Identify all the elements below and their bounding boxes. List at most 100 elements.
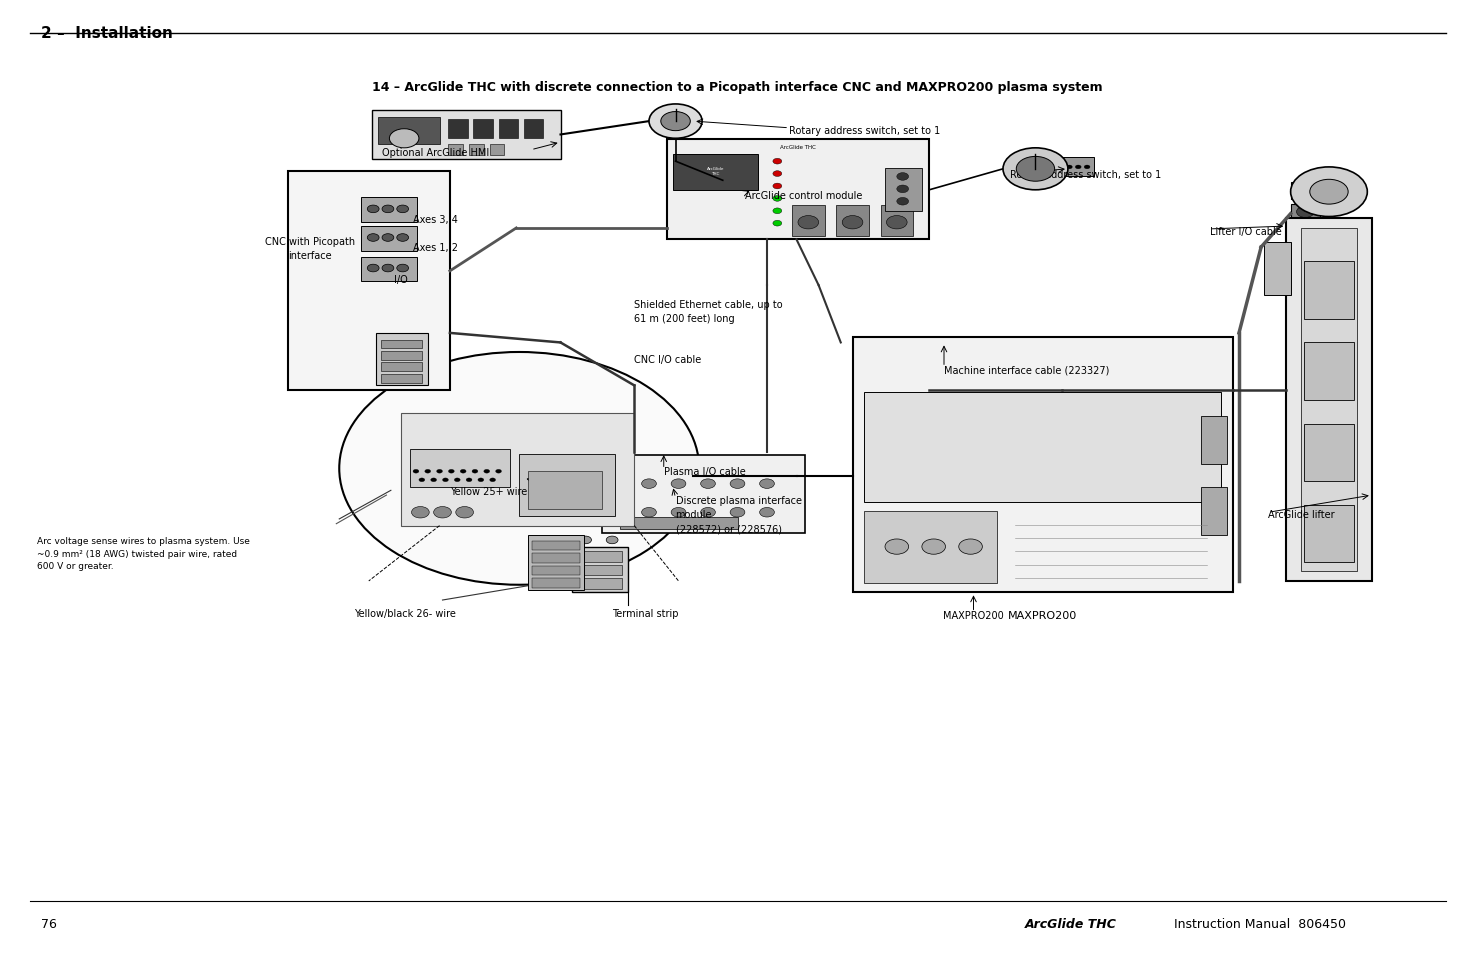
Text: Arc voltage sense wires to plasma system. Use: Arc voltage sense wires to plasma system… [37, 537, 249, 545]
Bar [448, 145, 463, 156]
Circle shape [773, 196, 782, 202]
Bar [528, 536, 584, 591]
Circle shape [730, 508, 745, 517]
Circle shape [456, 507, 473, 518]
Text: 76: 76 [41, 917, 58, 930]
Circle shape [490, 478, 496, 482]
Bar [1264, 243, 1291, 295]
Bar [1291, 183, 1320, 200]
Circle shape [642, 479, 656, 489]
Circle shape [478, 478, 484, 482]
Circle shape [760, 508, 774, 517]
Circle shape [382, 265, 394, 273]
Text: Plasma I/O cable: Plasma I/O cable [664, 467, 745, 476]
Bar [378, 118, 440, 145]
Text: Yellow 25+ wire: Yellow 25+ wire [450, 486, 527, 496]
Circle shape [496, 470, 502, 474]
Circle shape [897, 173, 909, 181]
Bar [448, 120, 468, 139]
Circle shape [580, 537, 591, 544]
Circle shape [842, 216, 863, 230]
Circle shape [1310, 180, 1348, 205]
Bar [836, 206, 869, 236]
Bar [469, 145, 484, 156]
Bar [381, 375, 422, 383]
Text: Rotary address switch, set to 1: Rotary address switch, set to 1 [1010, 170, 1162, 179]
Text: Instruction Manual  806450: Instruction Manual 806450 [1170, 917, 1345, 930]
Text: Optional ArcGlide HMI: Optional ArcGlide HMI [382, 148, 488, 157]
Text: CNC I/O cable: CNC I/O cable [634, 355, 702, 364]
Text: MAXPRO200: MAXPRO200 [943, 610, 1004, 619]
Text: ArcGlide
THC: ArcGlide THC [707, 167, 724, 176]
Circle shape [1291, 168, 1367, 217]
Bar [528, 472, 602, 510]
Bar [885, 169, 922, 212]
Circle shape [397, 206, 409, 213]
Bar [792, 206, 825, 236]
Text: CNC with Picopath: CNC with Picopath [264, 236, 355, 246]
Text: interface: interface [288, 251, 332, 260]
Circle shape [671, 508, 686, 517]
Bar [361, 198, 417, 223]
Circle shape [649, 105, 702, 139]
Bar [1304, 505, 1354, 562]
Bar [864, 393, 1221, 502]
Text: ~0.9 mm² (18 AWG) twisted pair wire, rated: ~0.9 mm² (18 AWG) twisted pair wire, rat… [37, 549, 237, 558]
Text: 14 – ArcGlide THC with discrete connection to a Picopath interface CNC and MAXPR: 14 – ArcGlide THC with discrete connecti… [372, 81, 1103, 94]
Text: Machine interface cable (223327): Machine interface cable (223327) [944, 365, 1109, 375]
Circle shape [760, 479, 774, 489]
Circle shape [959, 539, 982, 555]
Bar [381, 340, 422, 349]
Circle shape [612, 479, 627, 489]
Bar [524, 120, 543, 139]
Text: ArcGlide control module: ArcGlide control module [745, 191, 863, 200]
Bar [372, 111, 560, 160]
Text: Yellow/black 26- wire: Yellow/black 26- wire [354, 608, 456, 618]
Text: Rotary address switch, set to 1: Rotary address switch, set to 1 [789, 126, 941, 135]
Circle shape [367, 206, 379, 213]
Bar [1062, 158, 1094, 177]
Circle shape [382, 234, 394, 242]
Circle shape [773, 172, 782, 177]
Text: Lifter I/O cable: Lifter I/O cable [1210, 227, 1282, 236]
Circle shape [1084, 166, 1090, 170]
Circle shape [419, 478, 425, 482]
Circle shape [798, 216, 819, 230]
Circle shape [671, 479, 686, 489]
Text: (228572) or (228576): (228572) or (228576) [676, 524, 782, 534]
Text: MAXPRO200: MAXPRO200 [1009, 610, 1077, 619]
Bar [473, 120, 493, 139]
Bar [1304, 343, 1354, 400]
Bar [578, 565, 622, 576]
Circle shape [472, 470, 478, 474]
Circle shape [1003, 149, 1068, 191]
Circle shape [773, 159, 782, 165]
Circle shape [367, 234, 379, 242]
Text: Axes 1, 2: Axes 1, 2 [413, 243, 459, 253]
Text: Discrete plasma interface: Discrete plasma interface [676, 496, 801, 505]
Circle shape [431, 478, 437, 482]
Text: Axes 3, 4: Axes 3, 4 [413, 214, 457, 224]
Bar [532, 541, 580, 551]
Circle shape [413, 470, 419, 474]
Bar [410, 450, 510, 488]
Bar [381, 352, 422, 360]
Circle shape [1297, 207, 1314, 218]
Circle shape [460, 470, 466, 474]
Circle shape [425, 470, 431, 474]
Bar [532, 554, 580, 563]
Text: 2 –  Installation: 2 – Installation [41, 26, 173, 41]
Bar [532, 566, 580, 576]
Bar [1291, 227, 1320, 244]
Bar [490, 145, 504, 156]
Bar [361, 227, 417, 252]
Text: I/O: I/O [394, 274, 407, 284]
Circle shape [466, 478, 472, 482]
Circle shape [773, 221, 782, 227]
Circle shape [897, 198, 909, 206]
Bar [1291, 205, 1320, 222]
Circle shape [701, 508, 715, 517]
Circle shape [437, 470, 442, 474]
Circle shape [382, 206, 394, 213]
Bar [572, 547, 628, 593]
